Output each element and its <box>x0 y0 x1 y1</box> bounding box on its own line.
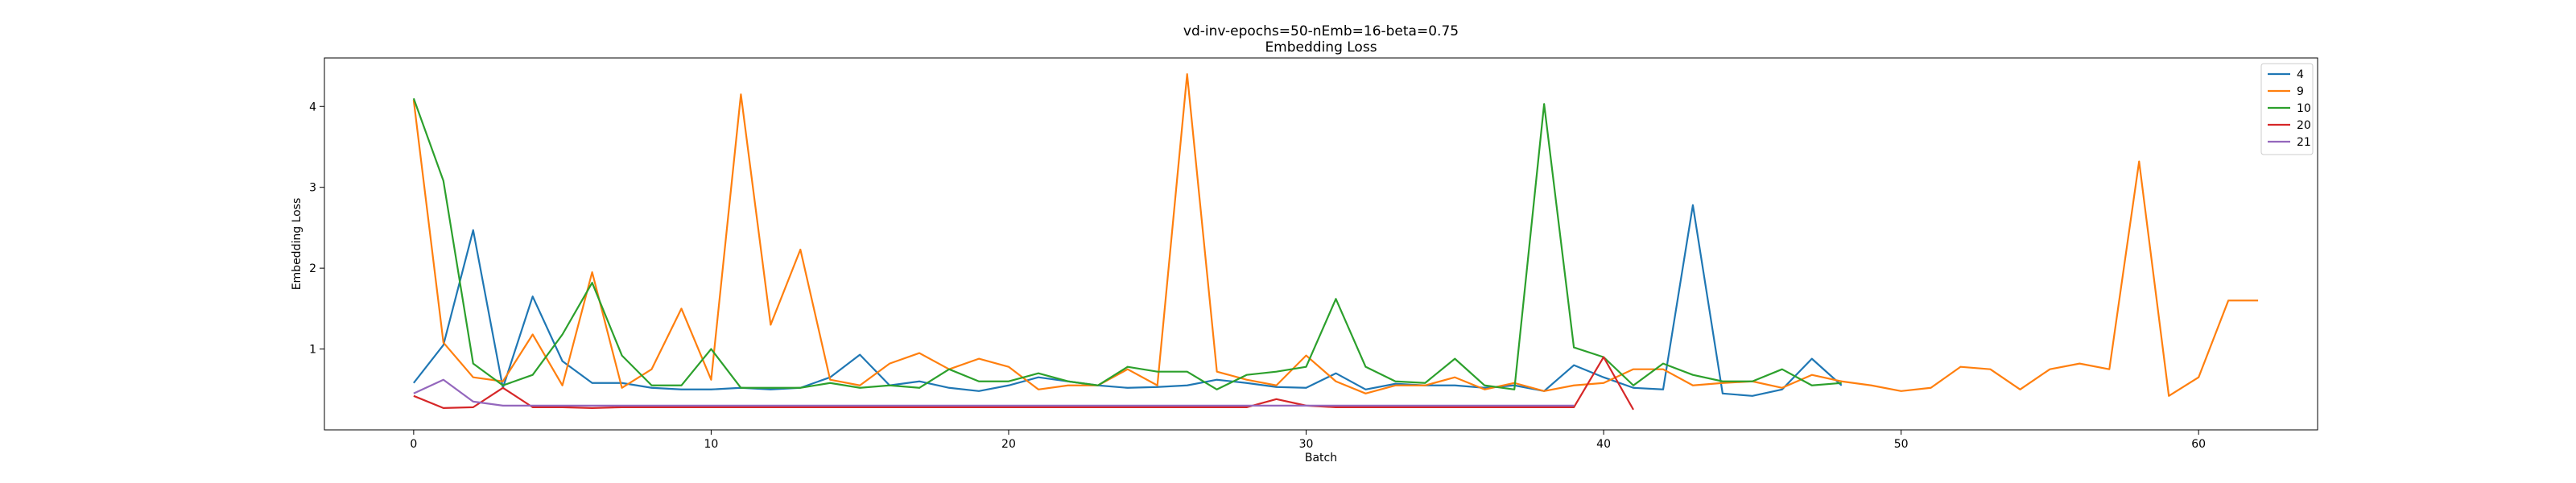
series-line-9 <box>412 72 2259 397</box>
plot-frame <box>324 57 2318 431</box>
x-tick-label: 30 <box>1299 438 1314 451</box>
y-tick-label: 4 <box>309 101 316 114</box>
series-line-20 <box>413 356 1634 411</box>
x-axis-label: Batch <box>1305 452 1337 464</box>
legend-label-9: 9 <box>2297 85 2304 98</box>
x-tick-label: 0 <box>410 438 417 451</box>
y-axis-label: Embedding Loss <box>291 198 303 291</box>
series-line-4 <box>413 204 1843 397</box>
chart-title: vd-inv-epochs=50-nEmb=16-beta=0.75 <box>1183 23 1459 39</box>
axis-ticks: 0 10 20 30 40 50 60 1 2 3 4 <box>309 101 2206 451</box>
series-line-21 <box>413 378 1575 407</box>
legend-label-4: 4 <box>2297 68 2304 81</box>
plot-area <box>412 72 2259 411</box>
legend-label-10: 10 <box>2297 102 2311 115</box>
legend-label-20: 20 <box>2297 119 2311 132</box>
x-tick-label: 60 <box>2191 438 2206 451</box>
chart-subtitle: Embedding Loss <box>1265 39 1377 56</box>
x-tick-label: 50 <box>1894 438 1909 451</box>
x-tick-label: 20 <box>1001 438 1016 451</box>
y-tick-label: 2 <box>309 262 316 275</box>
y-tick-label: 3 <box>309 182 316 195</box>
y-tick-label: 1 <box>309 344 316 357</box>
x-tick-label: 40 <box>1596 438 1611 451</box>
x-tick-label: 10 <box>704 438 719 451</box>
legend-label-21: 21 <box>2297 136 2311 149</box>
legend: 4 9 10 20 21 <box>2260 63 2314 155</box>
legend-box <box>2260 63 2314 155</box>
